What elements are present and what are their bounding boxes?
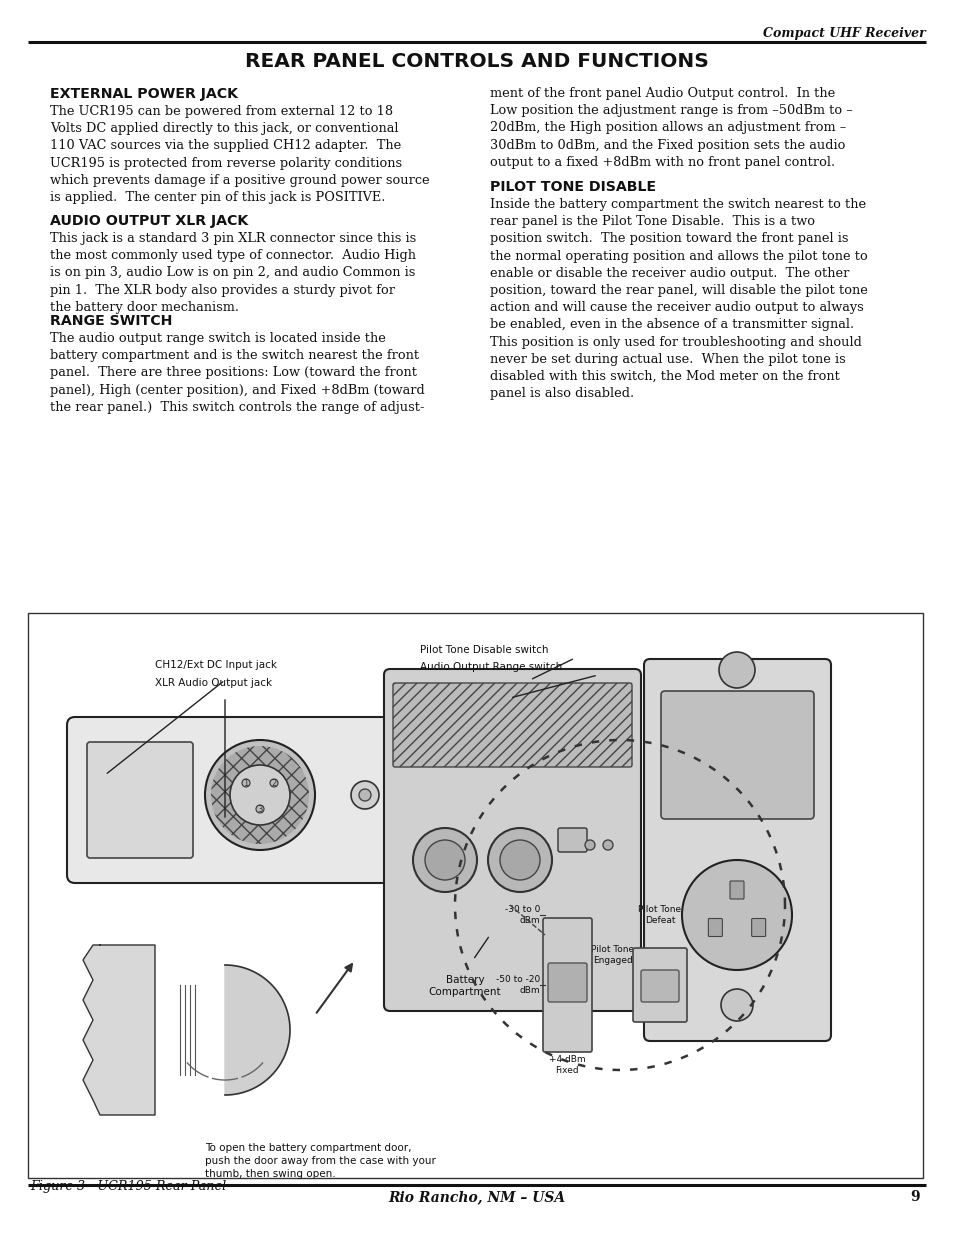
FancyBboxPatch shape bbox=[558, 827, 586, 852]
Circle shape bbox=[211, 746, 309, 844]
Text: Inside the battery compartment the switch nearest to the
rear panel is the Pilot: Inside the battery compartment the switc… bbox=[490, 198, 867, 400]
Polygon shape bbox=[225, 965, 290, 1095]
Circle shape bbox=[351, 781, 378, 809]
Text: ment of the front panel Audio Output control.  In the
Low position the adjustmen: ment of the front panel Audio Output con… bbox=[490, 86, 852, 169]
Circle shape bbox=[270, 779, 277, 787]
Bar bbox=[28, 613, 923, 1178]
Text: 3: 3 bbox=[257, 804, 262, 814]
Circle shape bbox=[255, 805, 264, 813]
Text: 1: 1 bbox=[243, 778, 249, 788]
Text: Rio Rancho, NM – USA: Rio Rancho, NM – USA bbox=[388, 1191, 565, 1204]
Circle shape bbox=[602, 840, 613, 850]
Text: CH12/Ext DC Input jack: CH12/Ext DC Input jack bbox=[154, 659, 276, 671]
Circle shape bbox=[719, 652, 754, 688]
Text: REAR PANEL CONTROLS AND FUNCTIONS: REAR PANEL CONTROLS AND FUNCTIONS bbox=[245, 52, 708, 70]
Text: Pilot Tone Disable switch: Pilot Tone Disable switch bbox=[419, 645, 548, 655]
FancyBboxPatch shape bbox=[643, 659, 830, 1041]
FancyBboxPatch shape bbox=[384, 669, 640, 1011]
FancyBboxPatch shape bbox=[708, 919, 721, 936]
Text: Pilot Tone
Defeat: Pilot Tone Defeat bbox=[638, 905, 680, 925]
Polygon shape bbox=[83, 945, 154, 1115]
FancyBboxPatch shape bbox=[729, 881, 743, 899]
FancyBboxPatch shape bbox=[87, 742, 193, 858]
Text: Audio Output Range switch: Audio Output Range switch bbox=[419, 662, 561, 672]
Circle shape bbox=[230, 764, 290, 825]
Text: Pilot Tone
Engaged: Pilot Tone Engaged bbox=[591, 945, 634, 965]
Text: -50 to -20
dBm: -50 to -20 dBm bbox=[496, 974, 539, 995]
Circle shape bbox=[488, 827, 552, 892]
Circle shape bbox=[242, 779, 250, 787]
Text: AUDIO OUTPUT XLR JACK: AUDIO OUTPUT XLR JACK bbox=[50, 214, 248, 228]
Circle shape bbox=[358, 789, 371, 802]
Circle shape bbox=[681, 860, 791, 969]
Circle shape bbox=[720, 989, 752, 1021]
Text: Battery
Compartment: Battery Compartment bbox=[428, 974, 500, 998]
FancyBboxPatch shape bbox=[542, 918, 592, 1052]
Circle shape bbox=[413, 827, 476, 892]
Circle shape bbox=[424, 840, 464, 881]
FancyBboxPatch shape bbox=[633, 948, 686, 1023]
Circle shape bbox=[499, 840, 539, 881]
FancyBboxPatch shape bbox=[640, 969, 679, 1002]
FancyBboxPatch shape bbox=[393, 683, 631, 767]
Text: RANGE SWITCH: RANGE SWITCH bbox=[50, 314, 172, 329]
FancyBboxPatch shape bbox=[751, 919, 765, 936]
Text: The audio output range switch is located inside the
battery compartment and is t: The audio output range switch is located… bbox=[50, 332, 424, 414]
Text: PILOT TONE DISABLE: PILOT TONE DISABLE bbox=[490, 180, 656, 194]
Text: +4 dBm
Fixed: +4 dBm Fixed bbox=[548, 1055, 585, 1076]
Text: EXTERNAL POWER JACK: EXTERNAL POWER JACK bbox=[50, 86, 237, 101]
Text: This jack is a standard 3 pin XLR connector since this is
the most commonly used: This jack is a standard 3 pin XLR connec… bbox=[50, 232, 416, 314]
Text: Compact UHF Receiver: Compact UHF Receiver bbox=[762, 27, 925, 40]
FancyBboxPatch shape bbox=[660, 692, 813, 819]
Text: Figure 3 - UCR195 Rear Panel: Figure 3 - UCR195 Rear Panel bbox=[30, 1179, 226, 1193]
FancyBboxPatch shape bbox=[547, 963, 586, 1002]
Text: 2: 2 bbox=[271, 778, 276, 788]
Text: 9: 9 bbox=[909, 1191, 919, 1204]
Text: XLR Audio Output jack: XLR Audio Output jack bbox=[154, 678, 272, 688]
Text: The UCR195 can be powered from external 12 to 18
Volts DC applied directly to th: The UCR195 can be powered from external … bbox=[50, 105, 429, 204]
Text: -30 to 0
dBm: -30 to 0 dBm bbox=[504, 905, 539, 925]
FancyBboxPatch shape bbox=[67, 718, 402, 883]
Circle shape bbox=[584, 840, 595, 850]
Circle shape bbox=[205, 740, 314, 850]
Text: To open the battery compartment door,
push the door away from the case with your: To open the battery compartment door, pu… bbox=[205, 1144, 436, 1179]
